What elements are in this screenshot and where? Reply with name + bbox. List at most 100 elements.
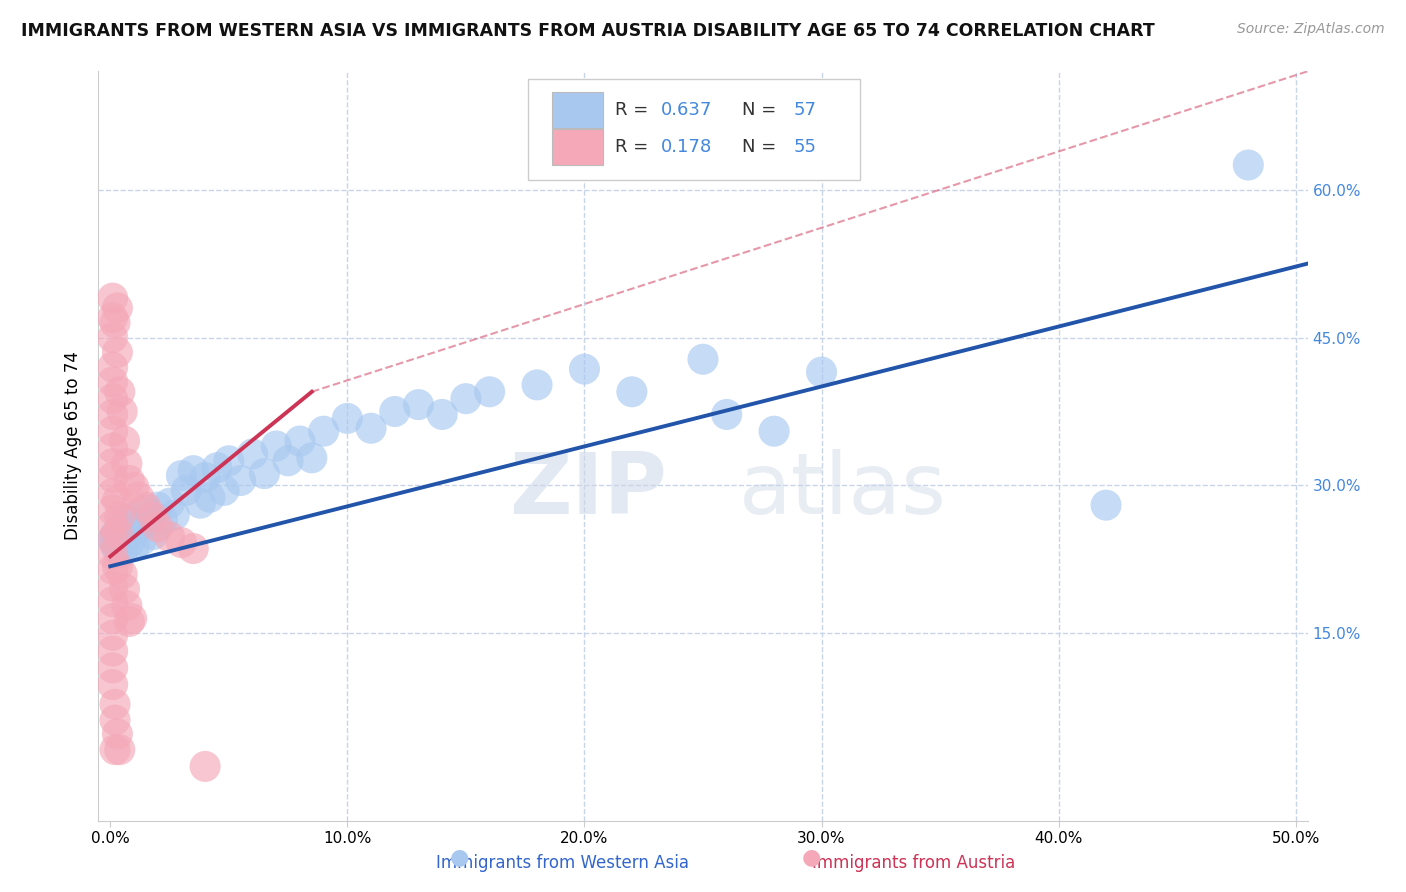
Text: IMMIGRANTS FROM WESTERN ASIA VS IMMIGRANTS FROM AUSTRIA DISABILITY AGE 65 TO 74 : IMMIGRANTS FROM WESTERN ASIA VS IMMIGRAN…: [21, 22, 1154, 40]
Point: [111, 545, 134, 559]
Point: [108, 510, 131, 524]
Point: [142, 527, 165, 541]
Point: [101, 310, 124, 325]
Point: [108, 742, 131, 756]
Point: [105, 345, 128, 359]
Point: [104, 316, 127, 330]
Point: [242, 447, 264, 461]
Point: [1237, 158, 1260, 172]
Point: [170, 535, 193, 549]
Point: [128, 520, 150, 534]
Point: [122, 510, 145, 524]
Point: [101, 517, 124, 532]
Point: [360, 421, 382, 435]
Y-axis label: Disability Age 65 to 74: Disability Age 65 to 74: [65, 351, 83, 541]
Point: [170, 468, 193, 483]
Point: [101, 503, 124, 517]
Point: [716, 408, 738, 422]
Point: [101, 533, 124, 547]
Point: [105, 542, 128, 557]
Text: Immigrants from Austria: Immigrants from Austria: [813, 855, 1015, 872]
Point: [478, 384, 501, 399]
Point: [101, 291, 124, 305]
Point: [105, 525, 128, 540]
Point: [205, 460, 228, 475]
Point: [101, 628, 124, 642]
Point: [118, 474, 141, 488]
Point: [101, 644, 124, 658]
Text: ●: ●: [801, 847, 821, 867]
Point: [105, 301, 128, 315]
Point: [253, 467, 276, 481]
Point: [384, 404, 406, 418]
Text: 57: 57: [793, 101, 817, 119]
Point: [101, 548, 124, 562]
Point: [101, 360, 124, 375]
Point: [121, 525, 143, 540]
Point: [104, 527, 127, 541]
Point: [181, 464, 204, 478]
Point: [128, 490, 150, 504]
Point: [115, 457, 138, 471]
Point: [142, 510, 165, 524]
Point: [454, 392, 477, 406]
FancyBboxPatch shape: [527, 78, 860, 180]
Point: [810, 365, 832, 379]
Point: [101, 424, 124, 438]
Point: [108, 384, 131, 399]
Point: [101, 470, 124, 484]
Point: [101, 330, 124, 344]
Point: [104, 713, 127, 727]
Point: [198, 490, 221, 504]
Point: [101, 595, 124, 609]
Text: N =: N =: [742, 101, 782, 119]
Point: [574, 362, 596, 376]
Point: [114, 434, 136, 448]
Point: [763, 424, 786, 438]
Point: [101, 562, 124, 576]
Point: [163, 508, 186, 522]
Point: [218, 454, 240, 468]
Point: [526, 377, 548, 392]
Point: [336, 411, 359, 425]
Point: [105, 530, 128, 544]
Point: [111, 404, 134, 418]
Point: [312, 424, 335, 438]
Point: [115, 513, 138, 527]
Point: [146, 520, 169, 534]
Point: [118, 615, 141, 629]
Point: [1095, 498, 1118, 512]
Point: [104, 742, 127, 756]
Text: N =: N =: [742, 138, 782, 156]
Point: [101, 661, 124, 675]
Point: [101, 533, 124, 547]
Text: ●: ●: [450, 847, 470, 867]
Point: [101, 677, 124, 691]
Point: [190, 496, 212, 510]
Point: [288, 434, 311, 448]
Point: [104, 698, 127, 712]
Point: [115, 599, 138, 613]
Point: [104, 538, 127, 552]
Text: 0.637: 0.637: [661, 101, 711, 119]
Point: [408, 398, 430, 412]
Point: [692, 352, 714, 367]
FancyBboxPatch shape: [551, 92, 603, 128]
Point: [174, 483, 197, 498]
Point: [101, 486, 124, 500]
Point: [159, 496, 181, 510]
Point: [301, 450, 323, 465]
Text: 0.178: 0.178: [661, 138, 711, 156]
Point: [101, 392, 124, 406]
Point: [105, 559, 128, 574]
Point: [108, 523, 131, 537]
Point: [122, 540, 145, 554]
Point: [101, 457, 124, 471]
Point: [129, 533, 152, 548]
Point: [277, 454, 299, 468]
Point: [101, 441, 124, 455]
Point: [620, 384, 643, 399]
Point: [105, 493, 128, 508]
FancyBboxPatch shape: [551, 129, 603, 165]
Point: [101, 579, 124, 593]
